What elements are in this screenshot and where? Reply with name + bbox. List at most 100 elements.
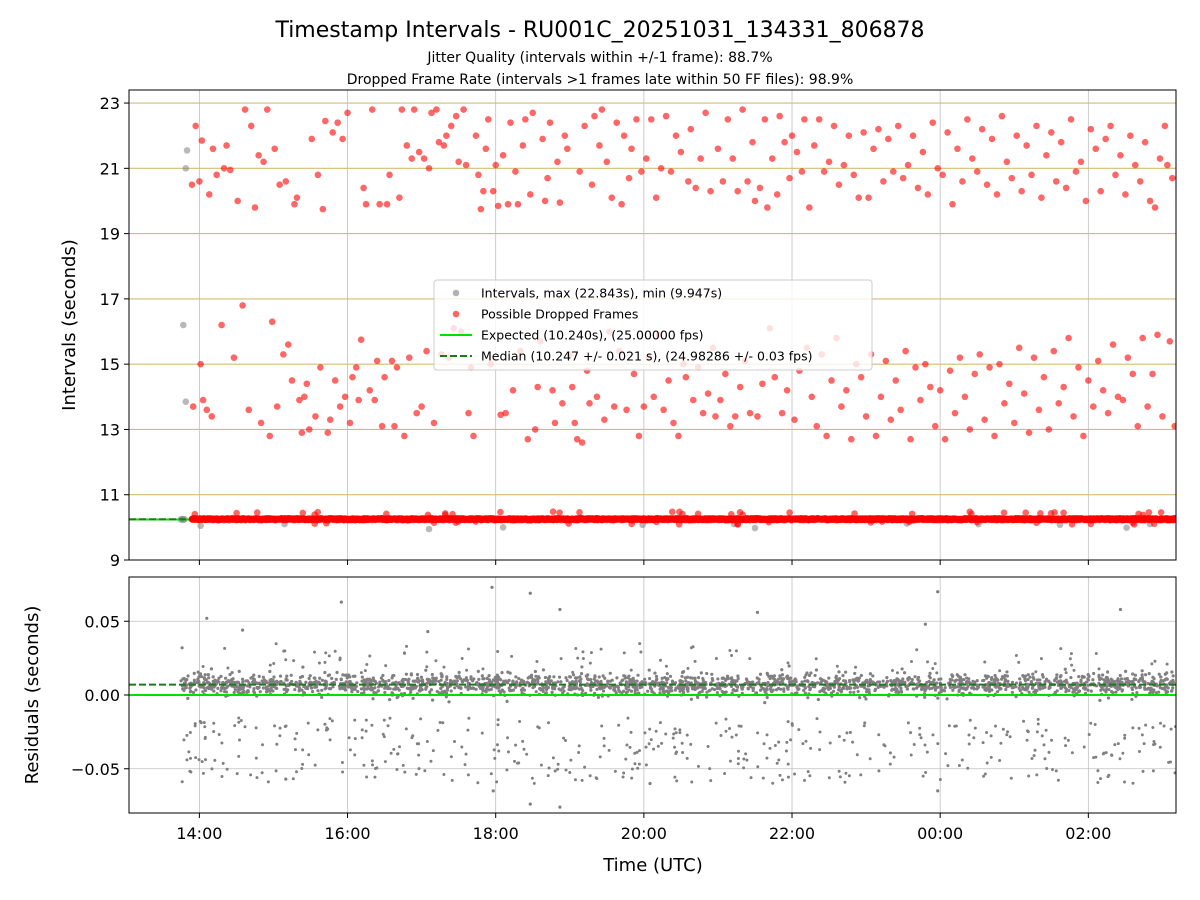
dropped-frame-point (331, 377, 339, 384)
dropped-frame-point (213, 171, 220, 179)
residual-point (278, 674, 283, 678)
residual-point (359, 687, 364, 691)
dropped-frame-band-point (549, 508, 557, 516)
residual-point (206, 673, 210, 677)
dropped-frame-band-point (1157, 509, 1165, 516)
chart-subtitle-jitter: Jitter Quality (intervals within +/-1 fr… (426, 50, 772, 66)
dropped-frame-point (514, 200, 522, 208)
dropped-frame-point (531, 426, 539, 433)
dropped-frame-point (633, 116, 640, 123)
residual-point (419, 675, 424, 679)
residual-point (1170, 670, 1174, 674)
residual-point (787, 664, 791, 668)
dropped-frame-point (524, 435, 532, 443)
dropped-frame-point (759, 380, 766, 388)
dropped-frame-band-point (851, 510, 858, 517)
dropped-frame-point (919, 148, 927, 156)
dropped-frame-point (855, 194, 862, 202)
dropped-frame-point (944, 129, 951, 136)
dropped-frame-point (887, 416, 895, 423)
dropped-frame-point (949, 200, 956, 208)
dropped-frame-point (786, 174, 793, 182)
dropped-frame-point (815, 116, 823, 123)
dropped-frame-point (1085, 377, 1092, 384)
dropped-frame-point (613, 119, 620, 126)
dropped-frame-point (381, 373, 388, 381)
dropped-frame-point (549, 386, 556, 394)
dropped-frame-point (403, 142, 411, 149)
dropped-frame-point (298, 429, 306, 437)
dropped-frame-point (1080, 432, 1087, 440)
dropped-frame-point (401, 432, 408, 440)
dropped-frame-point (208, 413, 216, 420)
dropped-frame-point (578, 439, 586, 446)
residual-point (192, 671, 196, 675)
dropped-frame-point (870, 145, 877, 153)
dropped-frame-point (1151, 204, 1159, 211)
dropped-frame-point (736, 383, 744, 391)
dropped-frame-point (598, 106, 606, 113)
dropped-frame-point (1072, 168, 1080, 175)
dropped-frame-point (729, 155, 737, 162)
intervals-y-tick-label: 9 (110, 551, 120, 570)
dropped-frame-point (682, 373, 690, 381)
dropped-frame-point (477, 205, 485, 213)
residual-point (601, 689, 606, 693)
dropped-frame-point (875, 125, 882, 133)
dropped-frame-point (625, 174, 633, 182)
dropped-frame-point (1119, 396, 1127, 404)
residual-point (318, 676, 322, 680)
dropped-frame-point (907, 435, 914, 443)
dropped-frame-point (828, 377, 835, 384)
dropped-frame-point (929, 119, 937, 126)
dropped-frame-point (934, 165, 942, 172)
dropped-frame-point (192, 122, 199, 130)
dropped-frame-point (788, 132, 796, 139)
dropped-frame-point (341, 393, 349, 401)
residual-point (487, 674, 491, 678)
residual-point (549, 679, 553, 683)
dropped-frame-point (447, 122, 455, 130)
dropped-frame-point (835, 181, 843, 188)
intervals-y-tick-label: 15 (100, 355, 120, 374)
dropped-frame-point (489, 187, 497, 195)
dropped-frame-point (472, 132, 480, 139)
dropped-frame-point (665, 377, 672, 384)
dropped-frame-point (1082, 197, 1090, 205)
dropped-frame-point (961, 393, 969, 401)
dropped-frame-point (1102, 135, 1109, 143)
residual-point (864, 690, 869, 694)
dropped-frame-point (981, 416, 988, 423)
dropped-frame-point (1060, 383, 1067, 391)
dropped-frame-point (791, 416, 798, 423)
dropped-frame-point (1013, 132, 1021, 139)
dropped-frame-point (756, 184, 764, 192)
dropped-frame-point (329, 129, 337, 136)
dropped-frame-point (349, 373, 356, 381)
dropped-frame-point (268, 318, 276, 326)
dropped-frame-point (440, 142, 448, 149)
dropped-frame-point (339, 135, 346, 143)
dropped-frame-point (423, 347, 430, 355)
residual-point (680, 674, 684, 679)
dropped-frame-point (260, 158, 267, 166)
residual-point (285, 674, 289, 678)
dropped-frame-point (1104, 409, 1112, 417)
dropped-frame-point (1045, 426, 1053, 433)
dropped-frame-point (983, 181, 991, 188)
dropped-frame-point (360, 184, 367, 192)
residual-point (381, 673, 385, 678)
dropped-frame-point (1117, 151, 1124, 159)
dropped-frame-point (573, 435, 581, 443)
interval-point (425, 525, 433, 533)
residual-point (217, 676, 221, 680)
residual-point (261, 675, 266, 679)
dropped-frame-point (885, 135, 892, 143)
dropped-frame-point (991, 432, 998, 440)
dropped-frame-point (245, 406, 253, 414)
dropped-frame-point (754, 413, 761, 420)
dropped-frame-point (764, 204, 771, 211)
dropped-frame-point (825, 158, 833, 166)
dropped-frame-point (667, 168, 675, 175)
